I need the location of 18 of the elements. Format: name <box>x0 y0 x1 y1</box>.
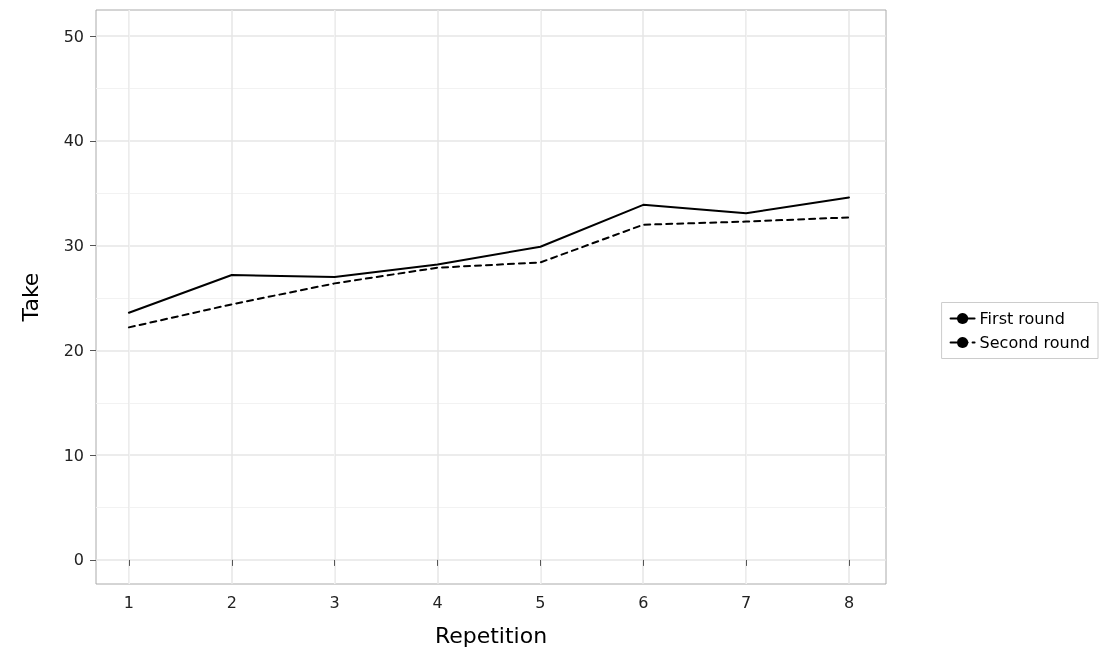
x-tick-label: 1 <box>123 592 135 612</box>
y-axis-title: Take <box>17 272 43 323</box>
x-tick-label: 4 <box>432 592 443 612</box>
x-tick-label: 3 <box>329 592 340 612</box>
legend-label: Second round <box>979 333 1090 352</box>
x-tick-label: 6 <box>638 592 649 612</box>
x-axis-title: Repetition <box>434 622 548 648</box>
y-tick-label: 10 <box>63 445 84 465</box>
y-tick-label: 20 <box>63 340 84 360</box>
legend-label: First round <box>979 309 1065 328</box>
x-tick-label: 5 <box>535 592 546 612</box>
y-tick-label: 0 <box>73 550 84 570</box>
y-tick-label: 50 <box>63 26 84 46</box>
y-tick-label: 40 <box>63 131 84 151</box>
x-tick-label: 7 <box>741 592 752 612</box>
y-tick-label: 30 <box>63 236 84 256</box>
x-tick-label: 2 <box>226 592 237 612</box>
x-tick-label: 8 <box>843 592 855 612</box>
